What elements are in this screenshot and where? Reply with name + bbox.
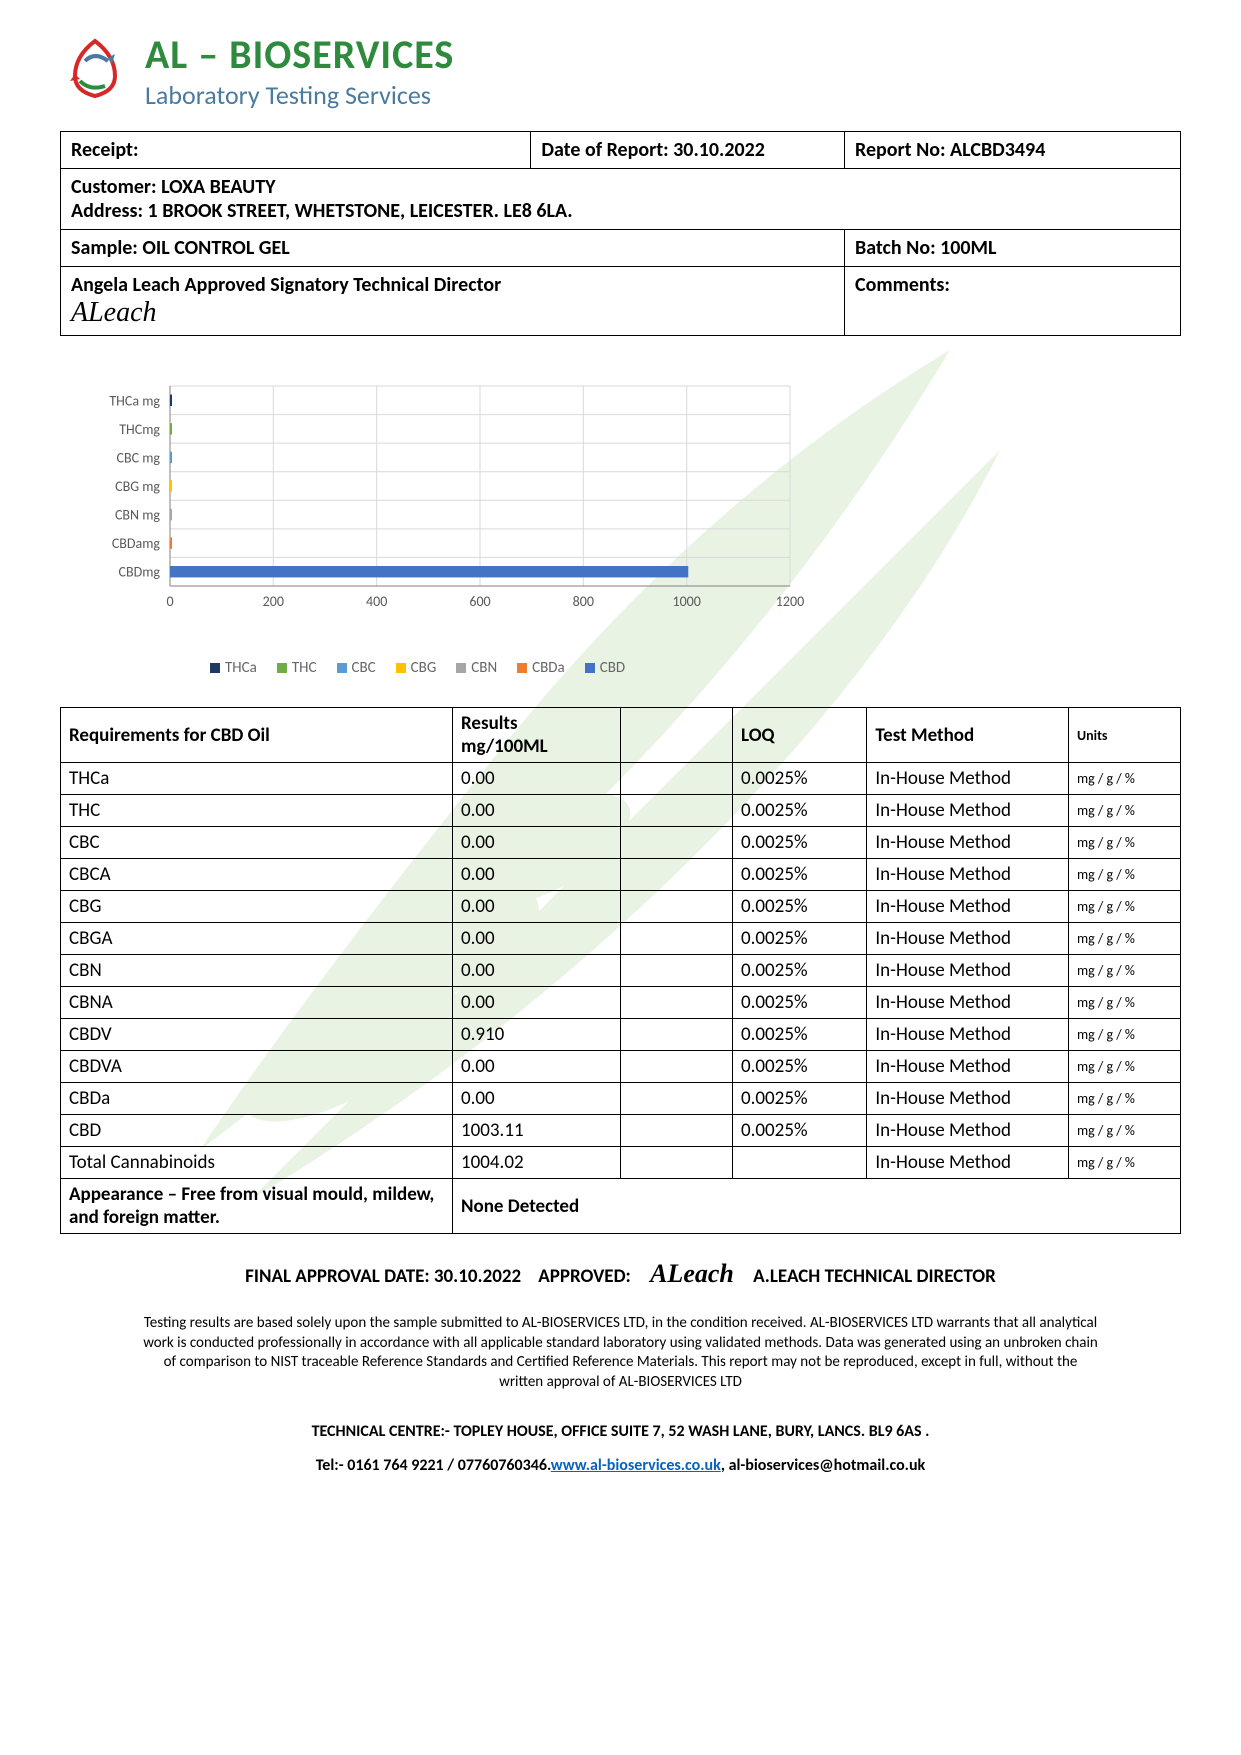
table-row: CBDa0.000.0025%In-House Methodmg / g / %	[61, 1083, 1181, 1115]
chart-legend: THCa THC CBC CBG CBN CBDa CBD	[210, 659, 1181, 677]
svg-text:800: 800	[573, 593, 594, 610]
results-column-header: Units	[1068, 708, 1180, 763]
results-column-header: Resultsmg/100ML	[453, 708, 621, 763]
comments-cell: Comments:	[844, 267, 1180, 336]
legend-item: CBC	[337, 659, 376, 677]
logo-main-text: AL – BIOSERVICES	[145, 30, 454, 79]
svg-text:CBG mg: CBG mg	[115, 478, 160, 495]
svg-text:0: 0	[166, 593, 173, 610]
results-column-header: Requirements for CBD Oil	[61, 708, 453, 763]
website-link[interactable]: www.al-bioservices.co.uk	[551, 1456, 721, 1475]
table-row: CBG0.000.0025%In-House Methodmg / g / %	[61, 891, 1181, 923]
svg-text:200: 200	[263, 593, 284, 610]
customer-address-cell: Customer: LOXA BEAUTY Address: 1 BROOK S…	[61, 169, 1181, 230]
table-row: CBN0.000.0025%In-House Methodmg / g / %	[61, 955, 1181, 987]
svg-text:400: 400	[366, 593, 387, 610]
svg-text:1200: 1200	[776, 593, 804, 610]
svg-text:1000: 1000	[672, 593, 700, 610]
svg-text:CBDmg: CBDmg	[119, 564, 161, 581]
report-no-cell: Report No: ALCBD3494	[844, 132, 1180, 169]
appearance-row: Appearance – Free from visual mould, mil…	[61, 1179, 1181, 1234]
svg-text:CBC mg: CBC mg	[117, 449, 161, 466]
legend-item: THC	[277, 659, 317, 677]
sample-cell: Sample: OIL CONTROL GEL	[61, 230, 845, 267]
logo-block: AL – BIOSERVICES Laboratory Testing Serv…	[60, 30, 1181, 111]
header-table: Receipt: Date of Report: 30.10.2022 Repo…	[60, 131, 1181, 336]
svg-text:THCmg: THCmg	[119, 421, 160, 438]
table-row: CBNA0.000.0025%In-House Methodmg / g / %	[61, 987, 1181, 1019]
logo-sub-text: Laboratory Testing Services	[145, 79, 454, 111]
svg-text:CBN mg: CBN mg	[115, 507, 160, 524]
disclaimer-text: Testing results are based solely upon th…	[140, 1314, 1101, 1392]
receipt-cell: Receipt:	[61, 132, 531, 169]
table-row: THC0.000.0025%In-House Methodmg / g / %	[61, 795, 1181, 827]
date-cell: Date of Report: 30.10.2022	[531, 132, 845, 169]
table-row: CBDV0.9100.0025%In-House Methodmg / g / …	[61, 1019, 1181, 1051]
results-column-header: LOQ	[733, 708, 867, 763]
approval-signature: ALeach	[650, 1259, 734, 1288]
table-row: THCa0.000.0025%In-House Methodmg / g / %	[61, 763, 1181, 795]
results-column-header: Test Method	[867, 708, 1069, 763]
legend-item: CBD	[585, 659, 625, 677]
legend-item: CBDa	[517, 659, 565, 677]
chart-area: 0 200 400 600 800 1000 1200 THCa mg THCmg CBC mg C…	[60, 366, 1181, 677]
batch-cell: Batch No: 100ML	[844, 230, 1180, 267]
signature: ALeach	[71, 297, 157, 328]
svg-text:600: 600	[469, 593, 490, 610]
table-row: CBGA0.000.0025%In-House Methodmg / g / %	[61, 923, 1181, 955]
table-row: Total Cannabinoids1004.02In-House Method…	[61, 1147, 1181, 1179]
logo-icon	[60, 36, 130, 106]
chart-svg: 0 200 400 600 800 1000 1200 THCa mg THCmg CBC mg C…	[60, 366, 810, 646]
svg-text:CBDamg: CBDamg	[112, 535, 161, 552]
tech-centre: TECHNICAL CENTRE:- TOPLEY HOUSE, OFFICE …	[60, 1422, 1181, 1441]
legend-item: CBN	[456, 659, 497, 677]
results-column-header	[621, 708, 733, 763]
table-row: CBC0.000.0025%In-House Methodmg / g / %	[61, 827, 1181, 859]
svg-text:THCa mg: THCa mg	[109, 392, 160, 409]
table-row: CBD1003.110.0025%In-House Methodmg / g /…	[61, 1115, 1181, 1147]
contact-line: Tel:- 0161 764 9221 / 07760760346.www.al…	[60, 1456, 1181, 1475]
results-table: Requirements for CBD OilResultsmg/100ML L…	[60, 707, 1181, 1234]
table-row: CBCA0.000.0025%In-House Methodmg / g / %	[61, 859, 1181, 891]
approval-line: FINAL APPROVAL DATE: 30.10.2022 APPROVED…	[60, 1259, 1181, 1289]
legend-item: CBG	[396, 659, 437, 677]
signatory-cell: Angela Leach Approved Signatory Technica…	[61, 267, 845, 336]
legend-item: THCa	[210, 659, 257, 677]
table-row: CBDVA0.000.0025%In-House Methodmg / g / …	[61, 1051, 1181, 1083]
